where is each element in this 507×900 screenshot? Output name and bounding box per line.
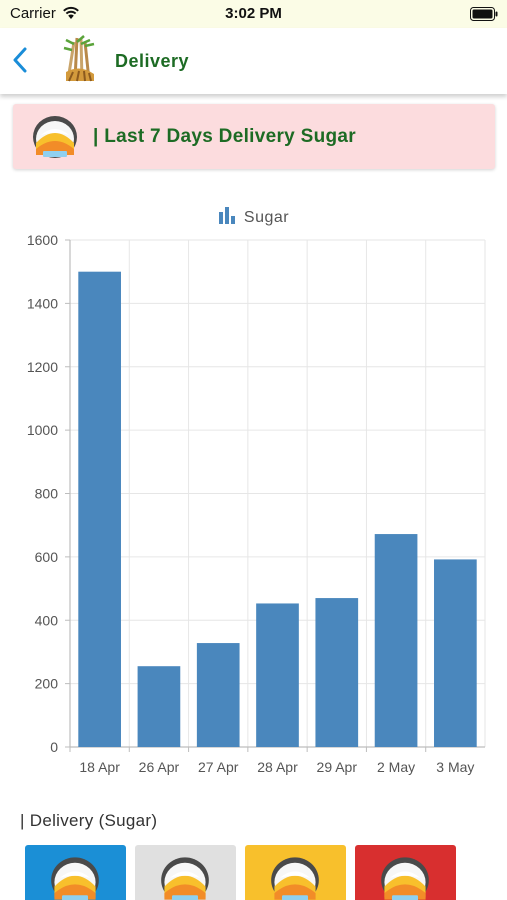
bar [196, 643, 240, 747]
y-tick-label: 400 [35, 612, 59, 628]
x-tick-label: 28 Apr [257, 759, 298, 775]
battery-icon [470, 7, 498, 26]
page-title: Delivery [115, 51, 190, 71]
chart-plot: 0 200 400 600 800 1000 1200 1400 1600 18 Apr 26 Ap… [27, 232, 486, 775]
bar [137, 666, 181, 747]
bar [315, 598, 359, 747]
back-button[interactable] [6, 42, 34, 78]
delivery-card-grey[interactable] [135, 845, 236, 900]
y-tick-label: 1000 [27, 422, 58, 438]
sugar-icon [269, 853, 321, 900]
delivery-card-yellow[interactable] [245, 845, 346, 900]
sugar-icon [31, 113, 79, 164]
sugar-icon [379, 853, 431, 900]
bar [78, 271, 121, 747]
legend-label: Sugar [243, 208, 290, 226]
x-tick-label: 2 May [377, 759, 415, 775]
chart-legend[interactable]: Sugar [0, 206, 507, 229]
app-header: Delivery [0, 28, 507, 94]
summary-banner: | Last 7 Days Delivery Sugar [13, 104, 495, 169]
status-bar: Carrier 3:02 PM [0, 0, 507, 28]
x-tick-label: 29 Apr [317, 759, 358, 775]
y-tick-label: 0 [50, 739, 58, 755]
y-tick-label: 1200 [27, 359, 58, 375]
y-tick-label: 800 [35, 486, 59, 502]
x-tick-label: 3 May [436, 759, 474, 775]
delivery-chart: Sugar 0 200 400 600 800 1000 1200 1400 1600 18 Ap… [0, 190, 507, 790]
y-tick-label: 600 [35, 549, 59, 565]
sugarcane-logo-icon [60, 34, 100, 89]
sugar-icon [159, 853, 211, 900]
sugar-icon [49, 853, 101, 900]
banner-title: | Last 7 Days Delivery Sugar [93, 126, 356, 147]
delivery-card-red[interactable] [355, 845, 456, 900]
status-time: 3:02 PM [225, 5, 282, 22]
delivery-card-blue[interactable] [25, 845, 126, 900]
y-tick-label: 1400 [27, 295, 58, 311]
bar-chart-icon [218, 206, 236, 229]
y-tick-label: 200 [35, 676, 59, 692]
carrier-label: Carrier [10, 5, 56, 22]
x-tick-label: 26 Apr [139, 759, 180, 775]
section-title: | Delivery (Sugar) [20, 811, 158, 830]
x-tick-label: 27 Apr [198, 759, 239, 775]
bar [256, 603, 299, 747]
y-tick-label: 1600 [27, 232, 58, 248]
wifi-icon [62, 6, 80, 25]
chevron-left-icon [13, 47, 27, 73]
bar [374, 534, 418, 747]
bar [434, 559, 477, 747]
x-tick-label: 18 Apr [79, 759, 120, 775]
